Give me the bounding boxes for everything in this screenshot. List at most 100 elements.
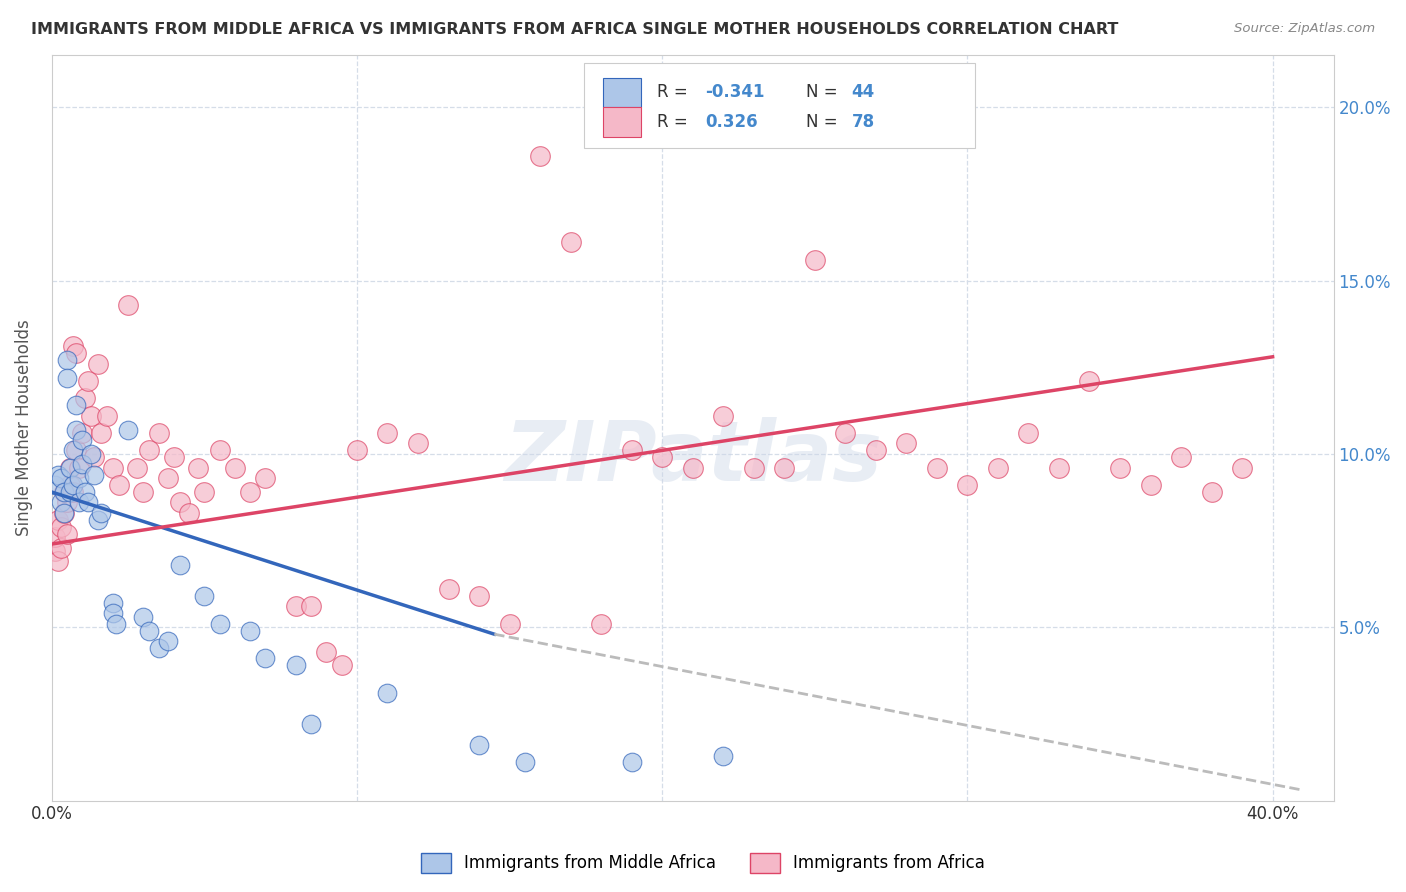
Point xyxy=(377,686,399,700)
Point xyxy=(52,485,75,500)
Point xyxy=(560,235,582,250)
Point xyxy=(254,651,277,665)
Point xyxy=(65,346,87,360)
Point xyxy=(52,506,75,520)
Point xyxy=(65,423,87,437)
Point xyxy=(67,460,90,475)
Point xyxy=(834,426,856,441)
Bar xyxy=(603,78,641,107)
Point xyxy=(193,589,215,603)
Point xyxy=(224,460,246,475)
Point xyxy=(75,485,97,500)
Point xyxy=(591,616,613,631)
Text: ZIPatlas: ZIPatlas xyxy=(503,417,882,499)
Point xyxy=(75,392,97,406)
Point xyxy=(148,641,170,656)
Point xyxy=(148,426,170,441)
Point xyxy=(169,558,191,572)
Point xyxy=(330,658,353,673)
Point xyxy=(101,607,124,621)
Point xyxy=(72,433,94,447)
Point xyxy=(86,513,108,527)
Point xyxy=(62,478,84,492)
Point xyxy=(56,353,79,368)
Point xyxy=(299,599,322,614)
Point xyxy=(49,495,72,509)
Text: IMMIGRANTS FROM MIDDLE AFRICA VS IMMIGRANTS FROM AFRICA SINGLE MOTHER HOUSEHOLDS: IMMIGRANTS FROM MIDDLE AFRICA VS IMMIGRA… xyxy=(31,22,1118,37)
Point xyxy=(187,460,209,475)
Point xyxy=(193,485,215,500)
Point xyxy=(208,443,231,458)
Point xyxy=(1078,374,1101,388)
Point xyxy=(62,485,84,500)
Point xyxy=(169,495,191,509)
Point xyxy=(1017,426,1039,441)
Point xyxy=(346,443,368,458)
Point xyxy=(67,471,90,485)
Point xyxy=(742,460,765,475)
Point xyxy=(208,616,231,631)
Point xyxy=(77,495,100,509)
Point xyxy=(65,443,87,458)
Point xyxy=(108,478,131,492)
Point xyxy=(156,471,179,485)
Point xyxy=(62,339,84,353)
Point xyxy=(46,467,69,482)
Legend: Immigrants from Middle Africa, Immigrants from Africa: Immigrants from Middle Africa, Immigrant… xyxy=(415,847,991,880)
Point xyxy=(132,485,155,500)
Point xyxy=(620,756,643,770)
Point xyxy=(437,582,460,596)
Point xyxy=(1230,460,1253,475)
Point xyxy=(86,357,108,371)
Point xyxy=(80,409,103,423)
Point xyxy=(1047,460,1070,475)
Point xyxy=(284,599,307,614)
Point xyxy=(96,409,118,423)
Point xyxy=(498,616,520,631)
Point xyxy=(72,458,94,472)
Text: R =: R = xyxy=(657,113,697,131)
Point xyxy=(56,526,79,541)
Point xyxy=(101,596,124,610)
Point xyxy=(90,426,112,441)
Point xyxy=(59,460,82,475)
Point xyxy=(59,460,82,475)
Point xyxy=(117,423,139,437)
Point xyxy=(987,460,1010,475)
Point xyxy=(44,530,66,544)
Point xyxy=(956,478,979,492)
Point xyxy=(80,447,103,461)
Text: -0.341: -0.341 xyxy=(706,84,765,102)
Point xyxy=(59,485,82,500)
Point xyxy=(651,450,673,465)
Point xyxy=(377,426,399,441)
Bar xyxy=(603,107,641,137)
Point xyxy=(406,436,429,450)
Point xyxy=(65,398,87,412)
Point xyxy=(896,436,918,450)
Point xyxy=(117,298,139,312)
Point xyxy=(44,478,66,492)
Point xyxy=(1201,485,1223,500)
Text: 78: 78 xyxy=(852,113,875,131)
Point xyxy=(315,644,337,658)
Point xyxy=(468,738,491,752)
Point xyxy=(1109,460,1132,475)
Point xyxy=(49,541,72,555)
Point xyxy=(804,252,827,267)
Point xyxy=(1170,450,1192,465)
Point xyxy=(138,624,160,638)
Text: 0.326: 0.326 xyxy=(706,113,758,131)
Point xyxy=(72,426,94,441)
Text: 44: 44 xyxy=(852,84,875,102)
Point xyxy=(90,506,112,520)
Point xyxy=(529,149,551,163)
Text: Source: ZipAtlas.com: Source: ZipAtlas.com xyxy=(1234,22,1375,36)
Point xyxy=(711,748,734,763)
Point xyxy=(83,450,105,465)
FancyBboxPatch shape xyxy=(583,62,974,148)
Point xyxy=(865,443,887,458)
Point xyxy=(49,471,72,485)
Point xyxy=(52,506,75,520)
Point xyxy=(239,624,262,638)
